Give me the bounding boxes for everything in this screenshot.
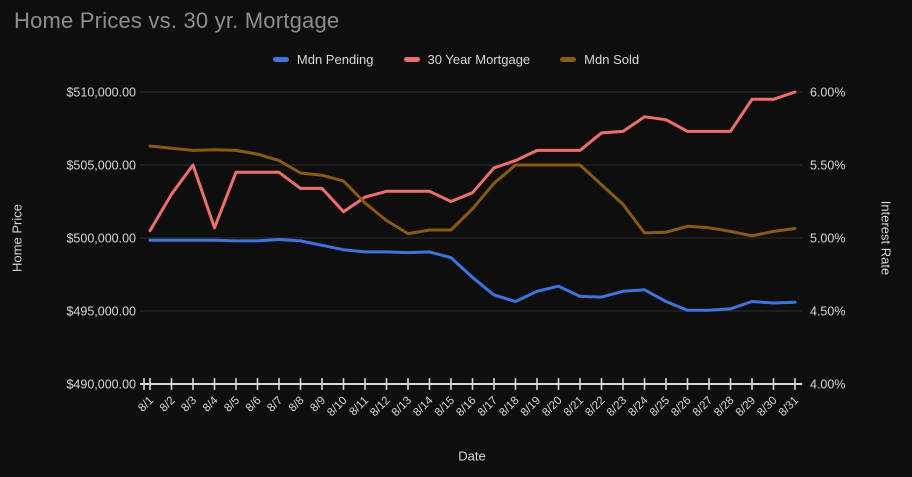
x-tick-label: 8/23 [605,395,629,419]
legend-swatch-30-year-mortgage-icon [403,57,420,62]
left-axis-tick-label: $500,000.00 [66,232,136,246]
legend-item-mdn-sold[interactable]: Mdn Sold [560,52,639,67]
x-tick-label: 8/13 [390,395,414,419]
left-axis-tick-label: $505,000.00 [66,159,136,173]
right-axis-title: Interest Rate [878,200,894,276]
x-tick-label: 8/21 [562,395,586,419]
right-axis-tick-label: 5.50% [810,159,845,173]
left-axis-tick-label: $495,000.00 [66,305,136,319]
x-tick-label: 8/10 [325,395,349,419]
x-tick-label: 8/14 [411,394,436,419]
left-axis-title: Home Price [9,204,25,272]
right-axis-tick-label: 4.00% [810,378,845,392]
x-tick-label: 8/30 [755,395,779,419]
x-tick-label: 8/19 [519,395,543,419]
left-axis-tick-label: $490,000.00 [66,378,136,392]
x-tick-label: 8/2 [158,395,178,415]
x-tick-label: 8/22 [583,395,607,419]
x-tick-label: 8/3 [179,395,199,415]
x-tick-label: 8/17 [476,395,500,419]
right-axis-tick-label: 5.00% [810,232,845,246]
x-tick-label: 8/24 [626,394,651,419]
x-tick-label: 8/8 [287,395,307,415]
series-line-30-year-mortgage[interactable] [148,90,797,233]
x-tick-label: 8/26 [669,395,693,419]
x-tick-label: 8/27 [691,395,715,419]
legend-item-mdn-pending[interactable]: Mdn Pending [272,52,374,67]
legend-label-30-year-mortgage: 30 Year Mortgage [427,52,531,67]
x-tick-label: 8/18 [497,395,521,419]
x-tick-label: 8/16 [454,395,478,419]
right-axis-tick-label: 6.00% [810,86,845,100]
x-tick-label: 8/12 [368,395,392,419]
x-tick-label: 8/11 [347,395,371,419]
legend: Mdn Pending 30 Year Mortgage Mdn Sold [0,52,912,67]
x-tick-label: 8/28 [712,395,736,419]
x-tick-label: 8/1 [136,395,156,415]
legend-label-mdn-pending: Mdn Pending [296,52,374,67]
x-tick-label: 8/15 [433,395,457,419]
x-tick-label: 8/7 [265,395,285,415]
series-line-mdn-pending[interactable] [148,238,797,312]
x-axis-title: Date [458,448,486,464]
legend-swatch-mdn-pending-icon [272,57,289,62]
x-tick-label: 8/6 [244,395,264,415]
legend-label-mdn-sold: Mdn Sold [584,52,640,67]
legend-swatch-mdn-sold-icon [560,57,577,62]
x-tick-label: 8/25 [648,395,672,419]
x-tick-label: 8/29 [734,395,758,419]
x-tick-label: 8/20 [540,395,564,419]
right-axis-tick-label: 4.50% [810,305,845,319]
left-axis-tick-label: $510,000.00 [66,86,136,100]
x-tick-label: 8/31 [777,395,801,419]
series-line-mdn-sold[interactable] [148,144,797,238]
chart-title: Home Prices vs. 30 yr. Mortgage [14,8,340,33]
x-tick-label: 8/4 [201,394,221,414]
x-tick-label: 8/5 [222,395,242,415]
legend-item-30-year-mortgage[interactable]: 30 Year Mortgage [403,52,531,67]
